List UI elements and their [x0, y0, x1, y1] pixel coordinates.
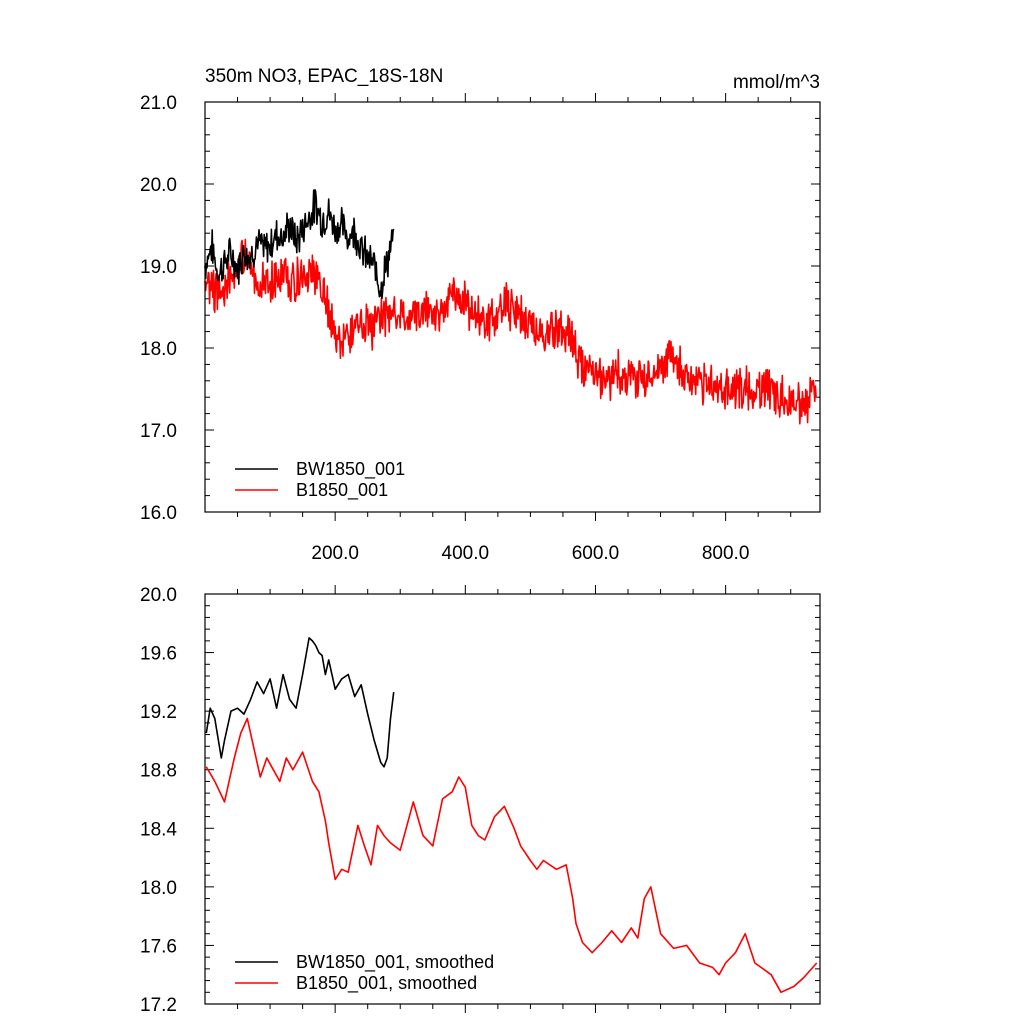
top-y-tick-label: 18.0 — [140, 339, 177, 360]
bottom-series-lines — [205, 637, 818, 994]
top-y-tick-label: 20.0 — [140, 175, 177, 196]
top-legend-label-b1850: B1850_001 — [296, 480, 388, 501]
bottom-y-tick-label: 18.8 — [140, 761, 177, 782]
top-series-line-bw1850 — [204, 189, 395, 300]
top-y-tick-label: 19.0 — [140, 257, 177, 278]
top-y-tick-label: 17.0 — [140, 421, 177, 442]
top-chart-title: 350m NO3, EPAC_18S-18N — [205, 66, 443, 87]
bottom-series-line-b1850 — [205, 717, 818, 994]
bottom-legend-label-bw1850: BW1850_001, smoothed — [296, 952, 494, 973]
top-x-tick-label: 600.0 — [572, 543, 620, 564]
bottom-y-tick-label: 18.0 — [140, 878, 177, 899]
bottom-series-line-bw1850 — [205, 637, 395, 768]
bottom-plot-frame — [204, 593, 821, 1005]
top-x-tick-label: 800.0 — [702, 543, 750, 564]
bottom-axis-ticks: 17.2 17.6 18.0 18.4 18.8 19.2 19.6 20.0 — [140, 585, 820, 1016]
bottom-panel: 17.2 17.6 18.0 18.4 18.8 19.2 19.6 20.0 BW1850_… — [140, 585, 821, 1016]
top-x-tick-label: 400.0 — [442, 543, 490, 564]
bottom-y-tick-label: 17.2 — [140, 995, 177, 1016]
top-legend: BW1850_001 B1850_001 — [235, 459, 405, 501]
top-series-line-b1850 — [204, 238, 817, 425]
bottom-y-tick-label: 18.4 — [140, 819, 177, 840]
top-panel: 350m NO3, EPAC_18S-18N mmol/m^3 16.0 17.0… — [140, 66, 821, 564]
top-axis-ticks: 16.0 17.0 18.0 19.0 20.0 21.0 200.0 400.0 600.0 8… — [140, 93, 820, 564]
bottom-y-tick-label: 17.6 — [140, 936, 177, 957]
top-x-tick-label: 200.0 — [311, 543, 359, 564]
top-series-lines — [204, 189, 817, 425]
bottom-legend-label-b1850: B1850_001, smoothed — [296, 973, 477, 994]
bottom-y-tick-label: 19.6 — [140, 644, 177, 665]
bottom-y-tick-label: 19.2 — [140, 702, 177, 723]
bottom-y-tick-label: 20.0 — [140, 585, 177, 606]
top-y-tick-label: 21.0 — [140, 93, 177, 114]
top-plot-frame — [204, 101, 821, 513]
top-y-tick-label: 16.0 — [140, 503, 177, 524]
top-chart-units: mmol/m^3 — [733, 72, 820, 93]
bottom-legend: BW1850_001, smoothed B1850_001, smoothed — [235, 952, 494, 994]
top-legend-label-bw1850: BW1850_001 — [296, 459, 405, 480]
